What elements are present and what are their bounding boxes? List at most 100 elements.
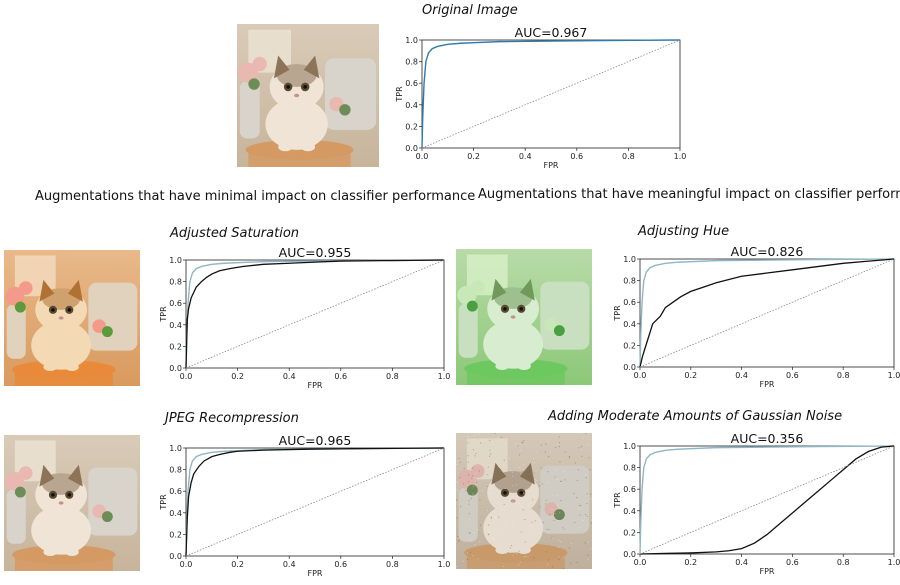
x-axis-label: FPR [760, 380, 775, 389]
cat-photo-jpeg [4, 435, 140, 571]
roc-svg: AUC=0.955 0.0 0.2 0.4 0.6 0.8 1.0 0.0 0.2 0.4 0.6 0… [159, 245, 451, 390]
panel-title-hue: Adjusting Hue [638, 224, 730, 239]
y-tick-label: 0.6 [623, 298, 636, 307]
roc-curve-chance [639, 258, 895, 368]
cat-photo-noise [456, 433, 592, 569]
y-tick-label: 0.4 [169, 509, 182, 518]
x-tick-label: 1.0 [438, 560, 451, 569]
x-tick-label: 1.0 [674, 152, 687, 161]
y-tick-label: 0.0 [405, 144, 418, 153]
y-axis-label: TPR [613, 492, 622, 509]
roc-curve-augmented [185, 259, 445, 369]
x-tick-label: 0.0 [634, 371, 647, 380]
y-tick-label: 0.4 [405, 101, 418, 110]
y-tick-label: 1.0 [623, 442, 636, 451]
roc-svg: AUC=0.356 0.0 0.2 0.4 0.6 0.8 1.0 0.0 0.2 0.4 0.6 0… [613, 431, 900, 576]
x-tick-label: 0.6 [786, 558, 799, 567]
heading-minimal-impact: Augmentations that have minimal impact o… [35, 189, 476, 204]
x-axis-label: FPR [544, 161, 559, 170]
x-tick-label: 0.6 [786, 371, 799, 380]
y-tick-label: 0.4 [169, 321, 182, 330]
auc-title: AUC=0.356 [731, 431, 804, 446]
roc-chart-noise: AUC=0.356 0.0 0.2 0.4 0.6 0.8 1.0 0.0 0.2 0.4 0.6 0… [613, 430, 900, 576]
y-tick-label: 0.2 [623, 341, 636, 350]
y-tick-label: 0.8 [405, 58, 418, 67]
plot-frame [421, 39, 681, 149]
x-axis-label: FPR [308, 569, 323, 578]
auc-title: AUC=0.967 [515, 25, 588, 40]
plot-frame [639, 258, 895, 368]
roc-curve-augmented [639, 445, 895, 555]
x-tick-label: 0.4 [519, 152, 532, 161]
x-tick-label: 0.2 [231, 372, 244, 381]
roc-curve-chance [639, 445, 895, 555]
roc-curve-original [421, 39, 681, 149]
roc-curve-chance [185, 447, 445, 557]
y-axis-label: TPR [613, 305, 622, 322]
y-tick-label: 0.6 [405, 79, 418, 88]
roc-svg: AUC=0.967 0.0 0.2 0.4 0.6 0.8 1.0 0.0 0.2 0.4 0.6 0… [395, 25, 687, 170]
x-tick-label: 0.2 [684, 371, 697, 380]
x-tick-label: 0.0 [180, 372, 193, 381]
x-tick-label: 0.8 [837, 558, 850, 567]
y-tick-label: 0.8 [623, 277, 636, 286]
x-axis-label: FPR [760, 567, 775, 576]
panel-title-noise: Adding Moderate Amounts of Gaussian Nois… [548, 409, 843, 424]
plot-frame [185, 447, 445, 557]
roc-curve-augmented [185, 447, 445, 557]
plot-frame [639, 445, 895, 555]
x-tick-label: 0.2 [231, 560, 244, 569]
x-tick-label: 0.0 [180, 560, 193, 569]
y-tick-label: 0.6 [169, 487, 182, 496]
x-tick-label: 0.6 [570, 152, 583, 161]
cat-photo-saturation [4, 250, 140, 386]
roc-chart-saturation: AUC=0.955 0.0 0.2 0.4 0.6 0.8 1.0 0.0 0.2 0.4 0.6 0… [159, 244, 454, 390]
y-tick-label: 0.6 [169, 299, 182, 308]
x-tick-label: 0.0 [634, 558, 647, 567]
plot-frame [185, 259, 445, 369]
roc-chart-hue: AUC=0.826 0.0 0.2 0.4 0.6 0.8 1.0 0.0 0.2 0.4 0.6 0… [613, 243, 900, 389]
roc-curve-reference [185, 259, 445, 369]
x-tick-label: 0.8 [386, 372, 399, 381]
panel-title-saturation: Adjusted Saturation [170, 226, 300, 241]
y-axis-label: TPR [159, 494, 168, 511]
auc-title: AUC=0.826 [731, 244, 804, 259]
y-tick-label: 1.0 [169, 256, 182, 265]
y-tick-label: 0.8 [169, 278, 182, 287]
y-tick-label: 0.0 [169, 552, 182, 561]
x-tick-label: 1.0 [888, 558, 900, 567]
y-tick-label: 0.2 [169, 342, 182, 351]
panel-title-jpeg: JPEG Recompression [165, 411, 299, 426]
roc-svg: AUC=0.965 0.0 0.2 0.4 0.6 0.8 1.0 0.0 0.2 0.4 0.6 0… [159, 433, 451, 578]
roc-chart-jpeg: AUC=0.965 0.0 0.2 0.4 0.6 0.8 1.0 0.0 0.2 0.4 0.6 0… [159, 432, 454, 578]
y-tick-label: 0.4 [623, 507, 636, 516]
y-tick-label: 0.2 [623, 528, 636, 537]
roc-chart-original: AUC=0.967 0.0 0.2 0.4 0.6 0.8 1.0 0.0 0.2 0.4 0.6 0… [395, 24, 690, 170]
x-tick-label: 0.8 [622, 152, 635, 161]
roc-curve-augmented [639, 258, 895, 368]
roc-svg: AUC=0.826 0.0 0.2 0.4 0.6 0.8 1.0 0.0 0.2 0.4 0.6 0… [613, 244, 900, 389]
auc-title: AUC=0.955 [279, 245, 352, 260]
y-tick-label: 0.6 [623, 485, 636, 494]
x-tick-label: 1.0 [438, 372, 451, 381]
cat-photo-original [237, 24, 379, 167]
roc-curve-chance [421, 39, 681, 149]
x-tick-label: 0.2 [467, 152, 480, 161]
x-tick-label: 0.8 [386, 560, 399, 569]
x-tick-label: 0.4 [735, 558, 748, 567]
y-axis-label: TPR [159, 306, 168, 323]
x-tick-label: 0.2 [684, 558, 697, 567]
x-tick-label: 0.4 [283, 372, 296, 381]
auc-title: AUC=0.965 [279, 433, 352, 448]
x-axis-label: FPR [308, 381, 323, 390]
y-tick-label: 0.2 [405, 122, 418, 131]
roc-curve-reference [639, 445, 895, 555]
y-tick-label: 1.0 [405, 36, 418, 45]
y-tick-label: 0.2 [169, 530, 182, 539]
roc-curve-reference [639, 258, 895, 368]
y-tick-label: 0.0 [623, 550, 636, 559]
roc-curve-chance [185, 259, 445, 369]
x-tick-label: 0.6 [334, 560, 347, 569]
x-tick-label: 0.8 [837, 371, 850, 380]
y-axis-label: TPR [395, 86, 404, 103]
